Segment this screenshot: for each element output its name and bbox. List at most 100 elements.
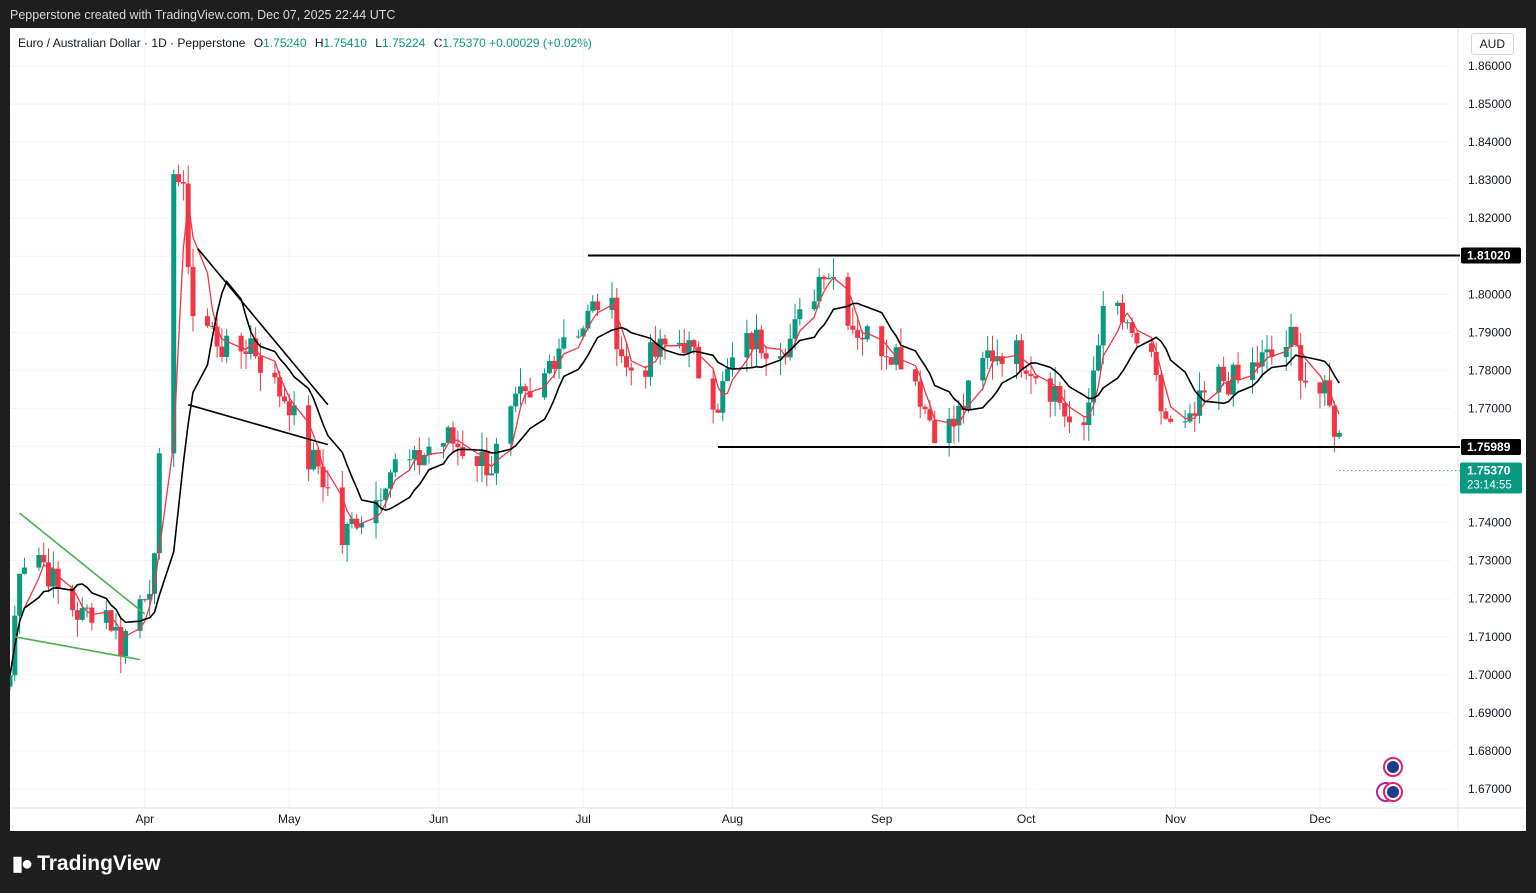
candle-down xyxy=(484,451,490,476)
candle-up xyxy=(224,335,230,357)
y-tick-label: 1.68000 xyxy=(1468,744,1512,758)
y-tick-label: 1.71000 xyxy=(1468,630,1512,644)
y-tick-label: 1.69000 xyxy=(1468,706,1512,720)
event-flag-icon xyxy=(1387,761,1399,773)
candle-up xyxy=(648,342,654,377)
candle-up xyxy=(291,405,297,416)
y-tick-label: 1.85000 xyxy=(1468,97,1512,111)
candle-down xyxy=(1331,405,1337,437)
candle-down xyxy=(1317,382,1323,394)
candle-down xyxy=(1221,366,1227,382)
candle-up xyxy=(657,338,663,357)
candle-down xyxy=(522,386,528,392)
x-tick-label: Jul xyxy=(575,812,590,826)
y-tick-label: 1.70000 xyxy=(1468,668,1512,682)
change-value: +0.00029 (+0.02%) xyxy=(489,36,592,50)
currency-button[interactable]: AUD xyxy=(1470,33,1514,55)
tradingview-logo[interactable]: ▮● TradingView xyxy=(12,851,160,876)
y-tick-label: 1.83000 xyxy=(1468,173,1512,187)
ma-slow-line xyxy=(10,279,1340,676)
candle-up xyxy=(508,406,514,444)
candle-up xyxy=(151,553,157,594)
candle-up xyxy=(753,329,759,350)
last-price-bg xyxy=(1460,462,1522,494)
candle-up xyxy=(1187,413,1193,422)
candle-up xyxy=(686,340,692,353)
candle-up xyxy=(373,500,379,524)
header-bar: Pepperstone created with TradingView.com… xyxy=(0,0,1536,30)
candle-down xyxy=(1033,376,1039,379)
candle-down xyxy=(339,487,345,546)
candle-up xyxy=(123,630,129,657)
candle-down xyxy=(691,340,697,347)
candle-up xyxy=(1322,380,1328,394)
candle-down xyxy=(1067,416,1073,423)
candle-up xyxy=(729,357,735,369)
candle-up xyxy=(383,488,389,500)
close-label: C xyxy=(433,36,443,50)
open-label: O xyxy=(253,36,264,50)
candle-down xyxy=(257,356,263,373)
candle-down xyxy=(70,588,76,611)
candle-down xyxy=(821,276,827,280)
candle-up xyxy=(17,573,23,616)
candle-up xyxy=(556,348,562,369)
y-tick-label: 1.74000 xyxy=(1468,516,1512,530)
candle-down xyxy=(662,338,668,345)
low-value: 1.75224 xyxy=(381,36,426,50)
candle-down xyxy=(879,326,885,357)
candle-down xyxy=(238,335,244,352)
candle-down xyxy=(214,326,220,347)
candle-down xyxy=(306,405,312,470)
brand-name: TradingView xyxy=(37,852,161,875)
candle-down xyxy=(286,401,292,416)
chart-panel[interactable]: Euro / Australian Dollar · 1D · Pepperst… xyxy=(10,28,1526,831)
candle-up xyxy=(156,453,162,554)
y-tick-label: 1.77000 xyxy=(1468,401,1512,415)
candle-down xyxy=(1163,411,1169,419)
candle-down xyxy=(623,356,629,368)
x-tick-label: Nov xyxy=(1165,812,1186,826)
header-credit: Pepperstone created with TradingView.com… xyxy=(10,8,396,22)
price-chart: 1.86000 1.85000 1.84000 1.83000 1.82000 1.810… xyxy=(10,28,1526,831)
candle-up xyxy=(590,301,596,311)
candle-down xyxy=(243,351,249,354)
candle-down xyxy=(118,627,124,657)
candle-down xyxy=(1153,351,1159,375)
candle-down xyxy=(315,449,321,467)
candle-down xyxy=(763,353,769,359)
candle-down xyxy=(1201,390,1207,393)
candle-up xyxy=(171,174,177,454)
candle-down xyxy=(176,174,182,183)
candle-down xyxy=(450,427,456,444)
candle-up xyxy=(1091,370,1097,403)
candle-down xyxy=(1057,386,1063,403)
candle-down xyxy=(1158,374,1164,412)
candle-up xyxy=(994,356,1000,362)
candle-down xyxy=(551,360,557,369)
candle-down xyxy=(643,370,649,377)
candle-up xyxy=(36,555,42,568)
candle-down xyxy=(912,369,918,382)
candle-up xyxy=(50,568,56,587)
candle-down xyxy=(951,418,957,426)
candle-down xyxy=(614,297,620,350)
x-tick-label: Oct xyxy=(1017,812,1036,826)
candle-down xyxy=(898,347,904,370)
candle-up xyxy=(1250,362,1256,380)
candle-up xyxy=(725,368,731,382)
level-label-bg xyxy=(1461,438,1521,455)
candle-up xyxy=(1216,366,1222,393)
y-tick-label: 1.80000 xyxy=(1468,287,1512,301)
candle-up xyxy=(1115,302,1121,307)
candle-up xyxy=(147,593,153,600)
candle-down xyxy=(1148,343,1154,352)
candle-down xyxy=(204,316,210,326)
candle-up xyxy=(1086,402,1092,426)
trendline xyxy=(14,635,141,661)
trendline xyxy=(19,512,146,615)
candle-up xyxy=(84,607,90,609)
candle-up xyxy=(575,336,581,338)
candle-down xyxy=(320,466,326,488)
high-label: H xyxy=(314,36,324,50)
